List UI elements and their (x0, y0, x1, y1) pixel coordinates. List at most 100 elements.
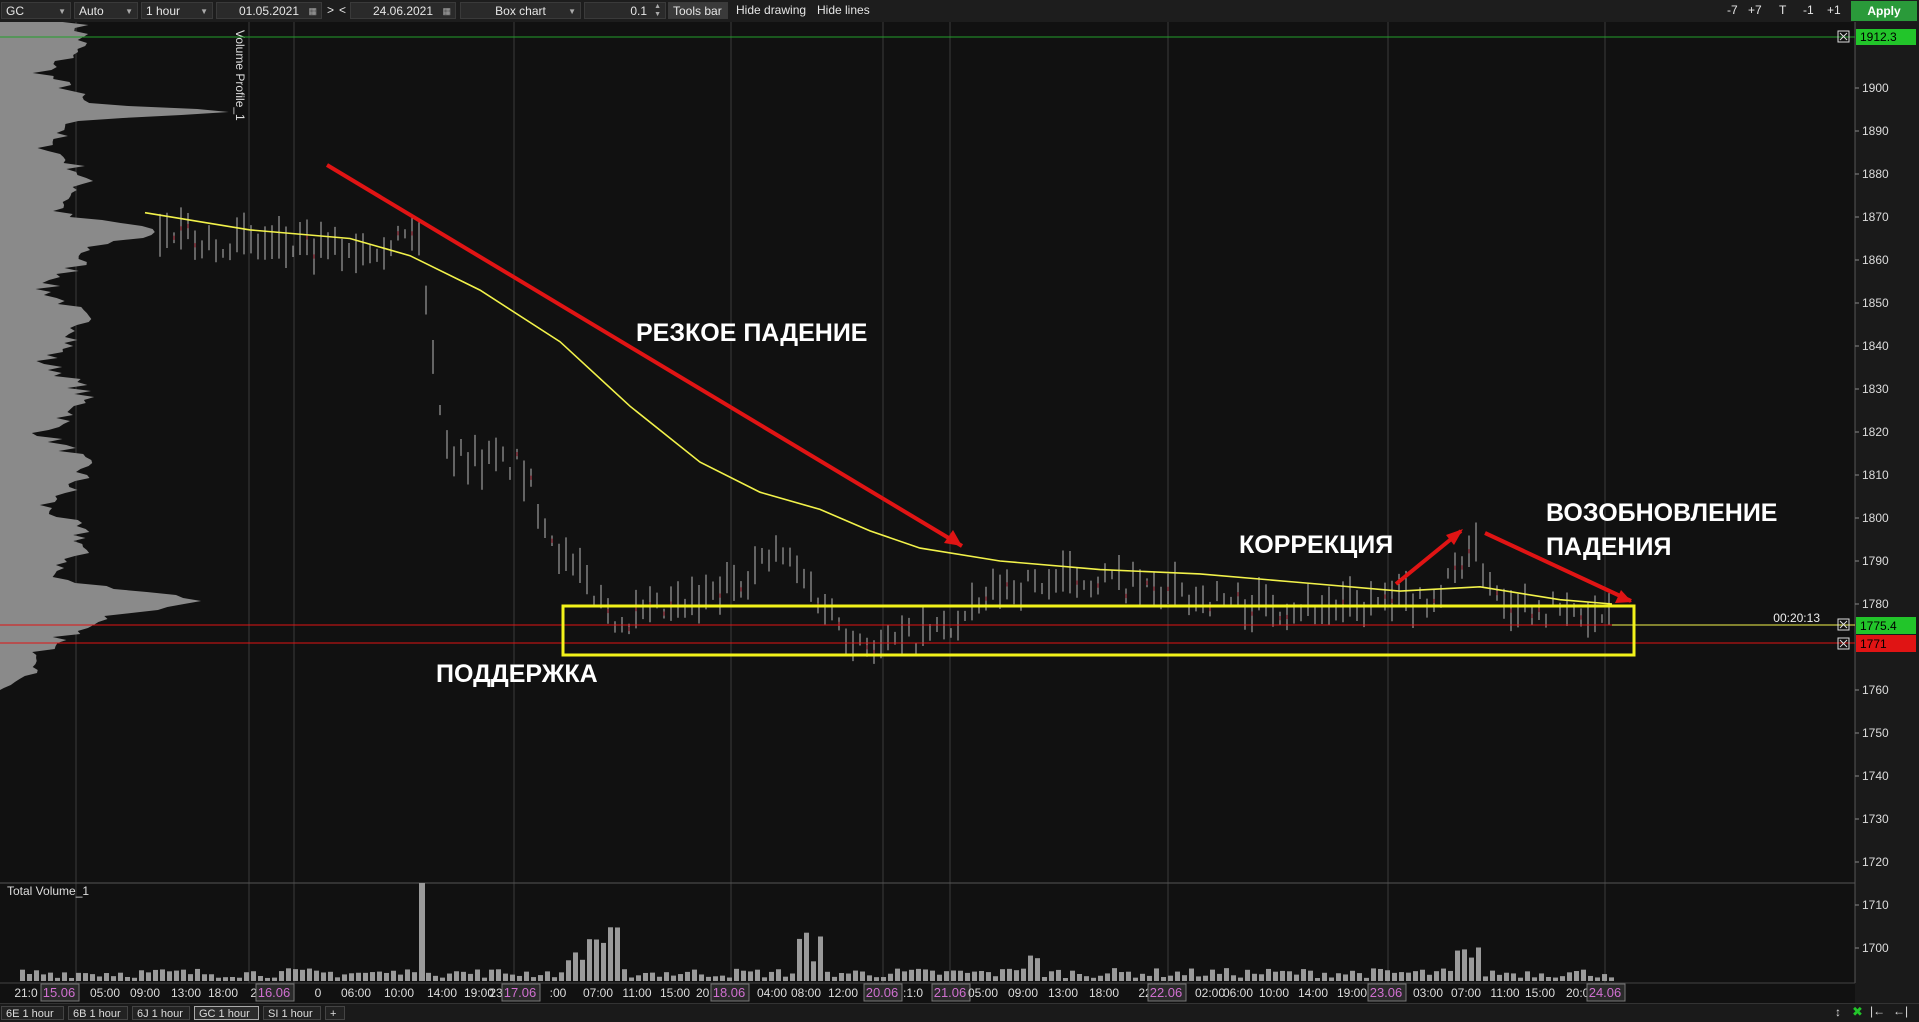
scroll-left-icon[interactable]: |← (1870, 1004, 1886, 1018)
navigate-forward-button[interactable]: > (327, 3, 335, 17)
volume-bar (209, 974, 214, 981)
volume-bar (1490, 970, 1495, 981)
time-axis-label: 21:0 (14, 986, 38, 1000)
price-tick-label: 1700 (1862, 941, 1889, 955)
resize-arrows-icon[interactable]: ↕ (1835, 1005, 1841, 1019)
chart-tab[interactable]: SI 1 hour (263, 1006, 321, 1020)
volume-bar (1252, 973, 1257, 981)
volume-bar (1266, 968, 1271, 981)
price-bars (159, 207, 1610, 664)
volume-bar (545, 971, 550, 981)
remove-top-line-icon[interactable] (1837, 30, 1850, 43)
resume-drop-arrow[interactable] (1484, 531, 1632, 603)
scale-mode-select[interactable]: Auto ▼ (74, 2, 138, 19)
volume-bar (216, 977, 221, 981)
volume-bar (1378, 968, 1383, 981)
volume-bar (1469, 957, 1474, 981)
remove-support-line-icon[interactable] (1837, 637, 1850, 650)
date-marker-box (1147, 983, 1187, 1002)
volume-bar (1497, 974, 1502, 981)
volume-bar (1371, 968, 1376, 981)
volume-bar (811, 961, 816, 981)
volume-bar (1539, 973, 1544, 981)
price-axis: 1900 1890 1880 1870 1860 1850 1840 1830 1820 1810… (1855, 81, 1889, 955)
price-tick-label: 1880 (1862, 167, 1889, 181)
price-tick-label: 1860 (1862, 253, 1889, 267)
volume-bar (1140, 973, 1145, 981)
chart-tab[interactable]: 6J 1 hour (132, 1006, 190, 1020)
volume-bar (1462, 949, 1467, 981)
time-axis-label: 19:00 (1337, 986, 1367, 1000)
volume-bar (1245, 969, 1250, 981)
volume-bar (41, 974, 46, 981)
annotation-sharp-drop: РЕЗКОЕ ПАДЕНИЕ (636, 319, 867, 347)
volume-bar (846, 973, 851, 981)
stepper-arrows-icon[interactable]: ▲ ▼ (654, 3, 661, 18)
expand-icon[interactable]: ✖ (1852, 1004, 1863, 1019)
price-tick-label: 1760 (1862, 683, 1889, 697)
volume-bar (804, 932, 809, 981)
volume-bar (1203, 975, 1208, 981)
add-tab-button[interactable]: + (325, 1006, 345, 1020)
volume-bar (1483, 976, 1488, 981)
volume-bar (1084, 976, 1089, 981)
volume-bar (314, 970, 319, 981)
navigate-back-button[interactable]: < (339, 3, 347, 17)
t-button[interactable]: T (1779, 3, 1787, 17)
time-axis-label: 10:00 (384, 986, 414, 1000)
volume-bar (1259, 974, 1264, 981)
volume-bar (1294, 974, 1299, 981)
shift-minus7-button[interactable]: -7 (1727, 3, 1738, 17)
volume-bar (349, 973, 354, 981)
price-tick-label: 1780 (1862, 597, 1889, 611)
volume-bar (713, 976, 718, 981)
calendar-icon[interactable]: ▦ (308, 6, 317, 16)
time-axis-label: 02:00 (1195, 986, 1225, 1000)
date-to-input[interactable]: 24.06.2021 ▦ (350, 2, 456, 19)
volume-bar (1343, 974, 1348, 981)
support-zone-box[interactable] (561, 604, 1636, 657)
remove-current-line-icon[interactable] (1837, 618, 1850, 631)
timeframe-select[interactable]: 1 hour ▼ (141, 2, 213, 19)
correction-arrowhead (1446, 529, 1463, 545)
hide-lines-button[interactable]: Hide lines (817, 3, 870, 17)
date-from-value: 01.05.2021 (238, 4, 300, 18)
volume-bar-peak (419, 883, 425, 981)
chart-tab[interactable]: GC 1 hour (194, 1006, 259, 1020)
chart-tab[interactable]: 6E 1 hour (1, 1006, 64, 1020)
time-axis-date: 20.06 (866, 985, 899, 1000)
calendar-icon[interactable]: ▦ (442, 6, 451, 16)
volume-bar (783, 976, 788, 981)
shift-plus1-button[interactable]: +1 (1827, 3, 1841, 17)
volume-bar (76, 972, 81, 981)
box-size-stepper[interactable]: 0.1 ▲ ▼ (584, 2, 666, 19)
shift-minus1-button[interactable]: -1 (1803, 3, 1814, 17)
scroll-back-icon[interactable]: ←| (1893, 1004, 1909, 1018)
toolbar: GC ▼ Auto ▼ 1 hour ▼ 01.05.2021 ▦ > < 24.06.… (0, 0, 1919, 23)
apply-button[interactable]: Apply (1851, 1, 1917, 21)
volume-bar (426, 972, 431, 981)
volume-bar (1210, 969, 1215, 981)
volume-bar (125, 976, 130, 981)
top-price-marker-label: 1912.3 (1860, 30, 1897, 44)
volume-bar (944, 971, 949, 981)
date-from-input[interactable]: 01.05.2021 ▦ (216, 2, 322, 19)
volume-bar (293, 969, 298, 981)
time-axis-label: 15:00 (1525, 986, 1555, 1000)
volume-bar (1595, 977, 1600, 981)
chart-tab[interactable]: 6B 1 hour (68, 1006, 128, 1020)
date-marker-box (710, 983, 750, 1002)
chart-type-select[interactable]: Box chart ▼ (460, 2, 581, 19)
volume-bar (69, 977, 74, 981)
price-chart[interactable]: Volume Profile_1 РЕЗКОЕ ПАДЕНИЕ ПОДДЕРЖК… (0, 22, 1919, 1003)
sharp-drop-arrow[interactable] (325, 163, 964, 548)
volume-bar (748, 971, 753, 981)
symbol-select[interactable]: GC ▼ (1, 2, 71, 19)
volume-bar (1063, 977, 1068, 981)
hide-drawing-button[interactable]: Hide drawing (736, 3, 807, 17)
volume-bar (797, 938, 802, 981)
tools-bar-button[interactable]: Tools bar (668, 2, 728, 19)
shift-plus7-button[interactable]: +7 (1748, 3, 1762, 17)
time-axis-label: :1:0 (903, 986, 923, 1000)
volume-bar (853, 970, 858, 981)
